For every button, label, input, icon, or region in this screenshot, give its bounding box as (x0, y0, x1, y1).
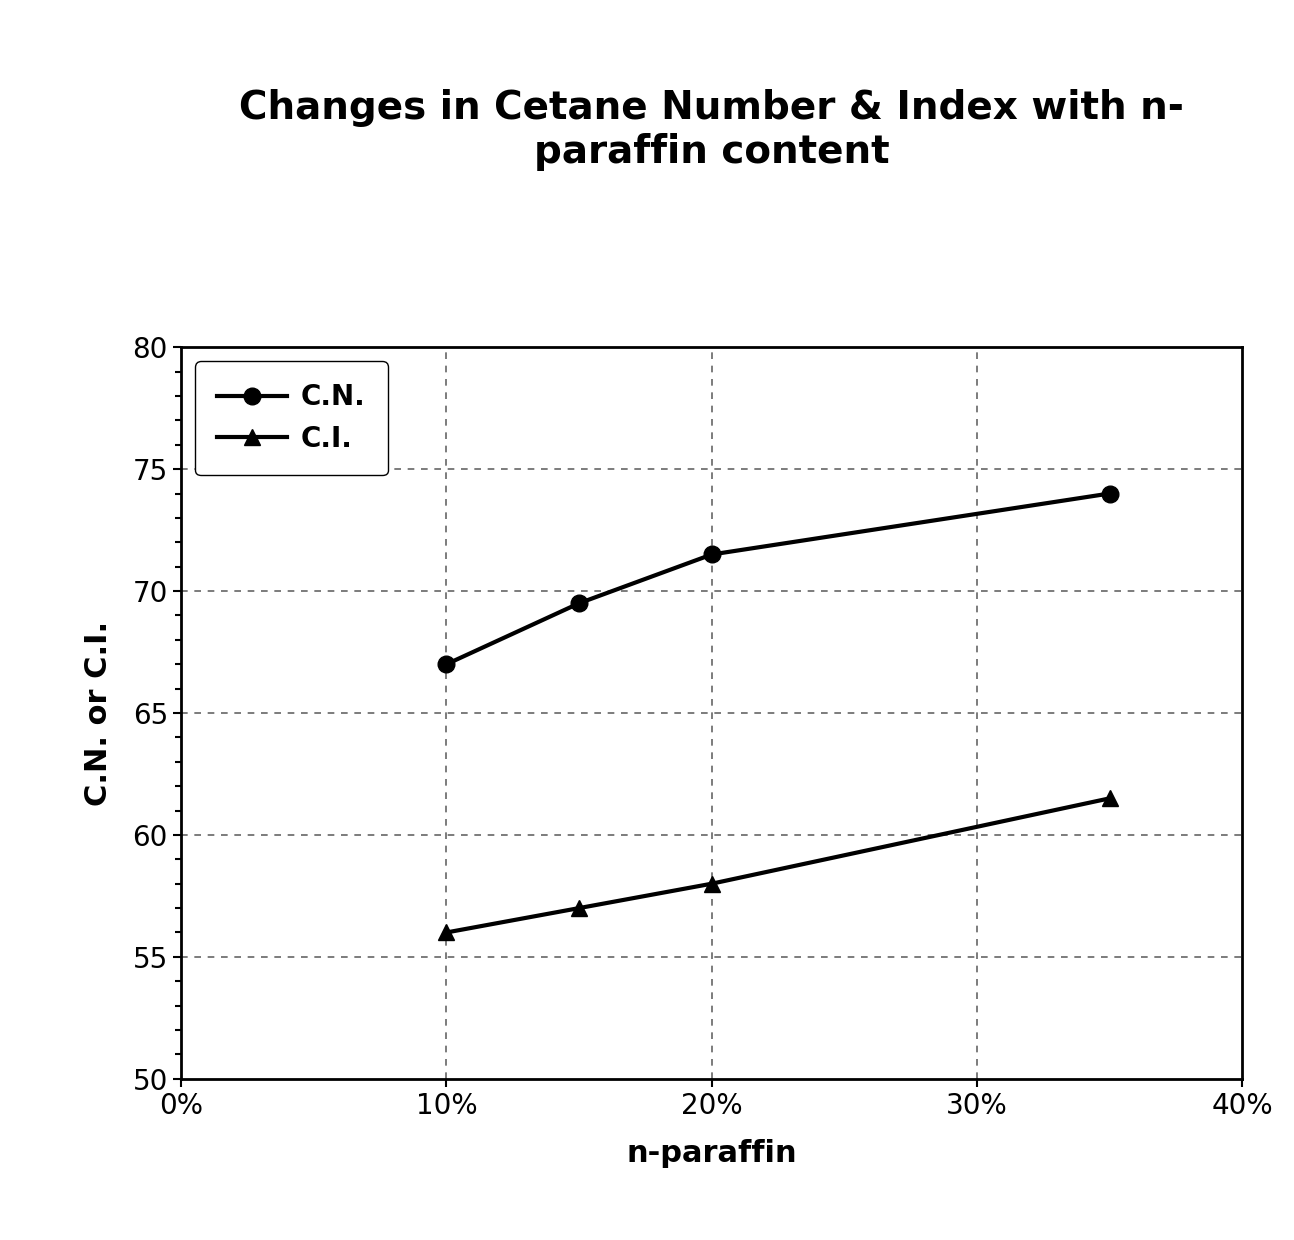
Text: Changes in Cetane Number & Index with n-
paraffin content: Changes in Cetane Number & Index with n-… (239, 89, 1184, 171)
C.N. (704, 547, 719, 562)
X-axis label: n-paraffin: n-paraffin (626, 1140, 797, 1168)
C.N. (572, 596, 587, 611)
C.I. (572, 900, 587, 915)
C.I. (1101, 791, 1117, 806)
C.N. (439, 657, 454, 672)
C.I. (439, 925, 454, 940)
Line: C.I.: C.I. (439, 790, 1118, 941)
Legend: C.N., C.I.: C.N., C.I. (195, 361, 388, 475)
Line: C.N.: C.N. (439, 485, 1118, 672)
C.I. (704, 877, 719, 892)
Y-axis label: C.N. or C.I.: C.N. or C.I. (84, 620, 113, 806)
C.N. (1101, 486, 1117, 501)
